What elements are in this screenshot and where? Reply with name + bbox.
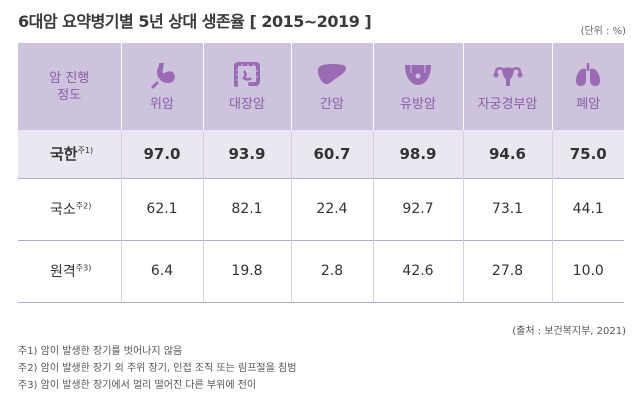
uterus-icon — [491, 61, 525, 89]
source-note: (출처 : 보건복지부, 2021) — [512, 326, 626, 337]
footnote-marker: 주1) — [77, 146, 94, 156]
cancer-label: 위암 — [150, 97, 174, 112]
value-cell: 97.0 — [120, 130, 203, 178]
header-cancer-breast: 유방암 — [372, 43, 463, 130]
page-title: 6대암 요약병기별 5년 상대 생존율 [ 2015~2019 ] — [18, 12, 372, 31]
stage-label: 국한 — [50, 145, 78, 164]
value-cell: 92.7 — [372, 178, 463, 240]
stage-cell: 국소주2) — [18, 178, 121, 240]
cancer-label: 자궁경부암 — [477, 97, 538, 112]
value-cell: 75.0 — [551, 130, 624, 178]
colon-icon — [230, 61, 264, 89]
value-cell: 19.8 — [202, 240, 291, 302]
value-cell: 44.1 — [551, 178, 624, 240]
breast-icon — [401, 61, 435, 89]
value-cell: 10.0 — [551, 240, 624, 302]
value-cell: 94.6 — [462, 130, 552, 178]
footnote-marker: 주3) — [75, 263, 92, 273]
stage-header-label: 암 진행 정도 — [49, 70, 90, 103]
value-cell: 60.7 — [290, 130, 373, 178]
footnotes: 주1) 암이 발생한 장기를 벗어나지 않음 주2) 암이 발생한 장기 외 주… — [18, 343, 296, 394]
table-row: 원격주3) 6.4 19.8 2.8 42.6 27.8 10.0 — [18, 240, 624, 302]
table-row: 국소주2) 62.1 82.1 22.4 92.7 73.1 44.1 — [18, 178, 624, 240]
value-cell: 98.9 — [372, 130, 463, 178]
stomach-icon — [145, 61, 179, 89]
cancer-label: 간암 — [320, 97, 344, 112]
liver-icon — [315, 61, 349, 89]
lung-icon — [571, 61, 605, 89]
table-row: 국한주1) 97.0 93.9 60.7 98.9 94.6 75.0 — [18, 130, 624, 178]
value-cell: 73.1 — [462, 178, 552, 240]
value-cell: 82.1 — [202, 178, 291, 240]
header-cancer-cervix: 자궁경부암 — [462, 43, 552, 130]
header-cancer-liver: 간암 — [290, 43, 373, 130]
stage-label: 국소 — [50, 202, 76, 218]
footnote-marker: 주2) — [75, 201, 92, 211]
footnote: 주1) 암이 발생한 장기를 벗어나지 않음 — [18, 346, 183, 357]
footnote: 주3) 암이 발생한 장기에서 멀리 떨어진 다른 부위에 전이 — [18, 380, 257, 391]
cancer-label: 유방암 — [400, 97, 436, 112]
stage-cell: 국한주1) — [18, 130, 121, 178]
cancer-label: 폐암 — [576, 97, 601, 112]
footnote: 주2) 암이 발생한 장기 외 주위 장기, 인접 조직 또는 림프절을 침범 — [18, 363, 297, 374]
value-cell: 22.4 — [290, 178, 373, 240]
value-cell: 62.1 — [120, 178, 203, 240]
stage-label: 원격 — [50, 264, 76, 280]
cancer-label: 대장암 — [229, 97, 265, 112]
stage-header: 암 진행 정도 — [18, 43, 121, 130]
value-cell: 27.8 — [462, 240, 552, 302]
value-cell: 2.8 — [290, 240, 373, 302]
value-cell: 93.9 — [202, 130, 291, 178]
header-cancer-colon: 대장암 — [202, 43, 291, 130]
survival-table: 암 진행 정도 위암 대장암 간암 — [18, 43, 624, 303]
stage-cell: 원격주3) — [18, 240, 121, 302]
unit-label: (단위 : %) — [580, 26, 626, 37]
header-cancer-stomach: 위암 — [120, 43, 203, 130]
header-cancer-lung: 폐암 — [551, 43, 624, 130]
table-header-row: 암 진행 정도 위암 대장암 간암 — [18, 43, 624, 130]
value-cell: 42.6 — [372, 240, 463, 302]
value-cell: 6.4 — [120, 240, 203, 302]
